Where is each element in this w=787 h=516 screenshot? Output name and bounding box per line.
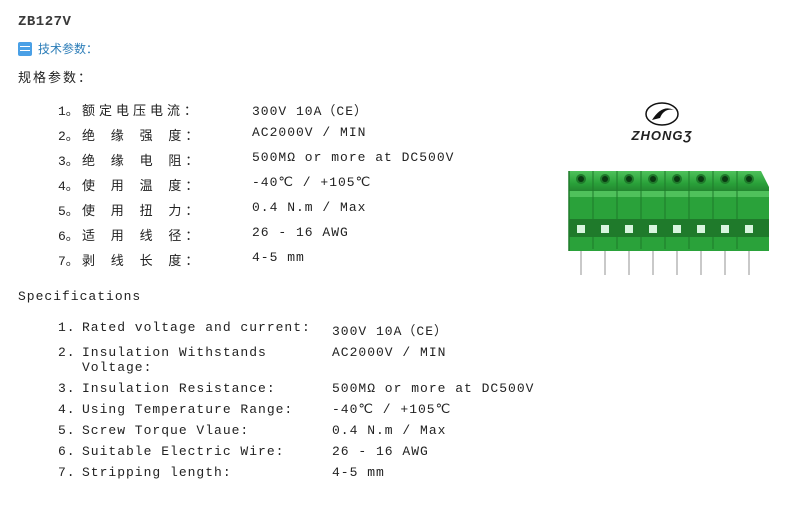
brand-logo: ZHONGƷ [547,100,777,143]
row-number: 7。 [58,250,82,269]
row-label: 绝 缘 电 阻： [82,150,252,169]
row-value: 300V 10A（CE） [252,100,368,119]
row-number: 2. [58,345,82,375]
row-label: Rated voltage and current: [82,320,332,339]
row-label: Using Temperature Range: [82,402,332,417]
row-value: -40℃ / +105℃ [252,175,371,194]
en-spec-row: 5.Screw Torque Vlaue:0.4 N.m / Max [58,423,769,438]
tech-params-label: 技术参数： [38,40,98,57]
row-value: 500MΩ or more at DC500V [332,381,534,396]
row-number: 3. [58,381,82,396]
row-number: 2。 [58,125,82,144]
row-value: AC2000V / MIN [332,345,446,375]
row-value: 0.4 N.m / Max [252,200,366,219]
row-number: 5. [58,423,82,438]
row-label: Screw Torque Vlaue: [82,423,332,438]
row-label: Insulation Withstands Voltage: [82,345,332,375]
row-number: 1。 [58,100,82,119]
row-number: 7. [58,465,82,480]
product-title: ZB127V [18,14,769,30]
brand-text: ZHONGƷ [547,128,777,143]
en-spec-row: 1.Rated voltage and current:300V 10A（CE） [58,320,769,339]
row-number: 5。 [58,200,82,219]
terminal-block-image [547,151,777,295]
logo-icon [642,100,682,128]
row-value: 300V 10A（CE） [332,320,448,339]
row-label: 额定电压电流： [82,100,252,119]
row-label: Suitable Electric Wire: [82,444,332,459]
row-number: 3。 [58,150,82,169]
en-spec-row: 4.Using Temperature Range:-40℃ / +105℃ [58,402,769,417]
en-spec-row: 7.Stripping length:4-5 mm [58,465,769,480]
list-icon [18,42,32,56]
tech-params-row: 技术参数： [18,40,769,57]
en-spec-list: 1.Rated voltage and current:300V 10A（CE）… [18,320,769,480]
en-spec-row: 2.Insulation Withstands Voltage:AC2000V … [58,345,769,375]
row-label: 使 用 温 度： [82,175,252,194]
row-number: 1. [58,320,82,339]
row-label: 适 用 线 径： [82,225,252,244]
row-value: 500MΩ or more at DC500V [252,150,454,169]
row-label: Stripping length: [82,465,332,480]
product-illustration: ZHONGƷ [547,100,777,295]
row-number: 6。 [58,225,82,244]
row-value: 0.4 N.m / Max [332,423,446,438]
row-label: 剥 线 长 度： [82,250,252,269]
en-spec-row: 3.Insulation Resistance:500MΩ or more at… [58,381,769,396]
row-value: -40℃ / +105℃ [332,402,451,417]
en-spec-row: 6.Suitable Electric Wire:26 - 16 AWG [58,444,769,459]
row-value: 4-5 mm [252,250,305,269]
row-value: AC2000V / MIN [252,125,366,144]
row-number: 6. [58,444,82,459]
row-label: 绝 缘 强 度： [82,125,252,144]
row-label: 使 用 扭 力： [82,200,252,219]
row-value: 26 - 16 AWG [332,444,429,459]
spec-params-label: 规格参数： [18,67,769,86]
row-number: 4. [58,402,82,417]
row-value: 26 - 16 AWG [252,225,349,244]
row-label: Insulation Resistance: [82,381,332,396]
row-number: 4。 [58,175,82,194]
row-value: 4-5 mm [332,465,385,480]
